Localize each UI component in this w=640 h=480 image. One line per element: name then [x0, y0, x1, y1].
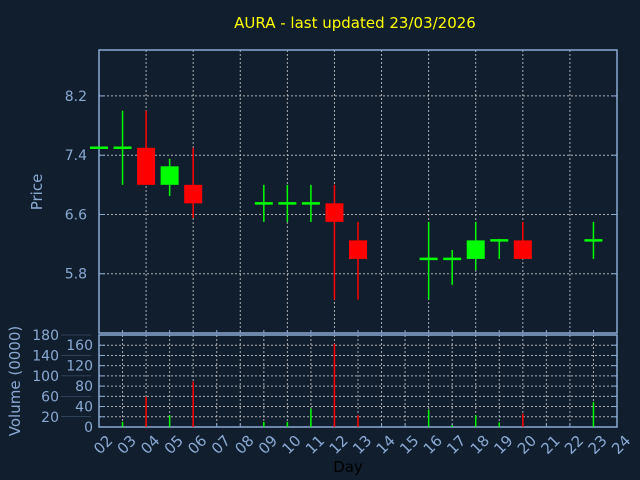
candle-body-04	[137, 147, 156, 185]
candle-body-13	[349, 240, 367, 259]
price-plot-frame	[98, 49, 618, 334]
candle-body-18	[466, 240, 485, 259]
day-tick-label: 22	[561, 432, 587, 458]
day-tick-label: 18	[467, 432, 493, 458]
price-tick-label: 5.8	[65, 267, 87, 283]
day-tick-label: 19	[490, 432, 516, 458]
day-tick-label: 17	[443, 432, 469, 458]
volume-tick-label: 180	[32, 328, 59, 344]
day-tick-label: 07	[208, 432, 234, 458]
candle-body-12	[325, 203, 344, 222]
day-tick-label: 20	[514, 432, 540, 458]
day-tick-label: 09	[255, 432, 281, 458]
day-tick-label: 13	[349, 432, 375, 458]
volume-tick-label: 100	[32, 369, 59, 385]
day-tick-label: 23	[585, 432, 611, 458]
volume-axis-label: Volume (0000)	[6, 326, 24, 436]
volume-tick-label: 80	[75, 379, 93, 395]
volume-tick-label: 140	[32, 348, 59, 364]
day-tick-label: 08	[231, 432, 257, 458]
volume-tick-label: 120	[66, 359, 93, 375]
price-axis-label: Price	[28, 174, 46, 211]
day-tick-label: 04	[137, 432, 163, 458]
day-tick-label: 10	[278, 432, 304, 458]
day-tick-label: 03	[114, 432, 140, 458]
volume-tick-label: 160	[66, 338, 93, 354]
day-tick-label: 16	[420, 432, 446, 458]
price-tick-label: 6.6	[65, 207, 87, 223]
day-tick-label: 24	[608, 432, 634, 458]
day-tick-label: 06	[184, 432, 210, 458]
candle-body-05	[160, 166, 179, 185]
day-tick-label: 14	[373, 432, 399, 458]
day-tick-label: 21	[537, 432, 563, 458]
day-tick-label: 12	[326, 432, 352, 458]
chart-title: AURA - last updated 23/03/2026	[234, 14, 476, 32]
price-tick-label: 7.4	[65, 148, 87, 164]
day-tick-label: 11	[302, 432, 328, 458]
x-axis-label: Day	[333, 458, 363, 476]
volume-tick-label: 40	[75, 400, 93, 416]
volume-tick-label: 20	[41, 410, 59, 426]
day-tick-label: 15	[396, 432, 422, 458]
volume-tick-label: 60	[41, 389, 59, 405]
day-tick-label: 05	[161, 432, 187, 458]
candle-body-06	[184, 184, 203, 204]
candle-body-20	[513, 240, 532, 259]
day-tick-label: 02	[90, 432, 116, 458]
volume-tick-label: 0	[84, 420, 93, 436]
price-tick-label: 8.2	[65, 89, 87, 105]
